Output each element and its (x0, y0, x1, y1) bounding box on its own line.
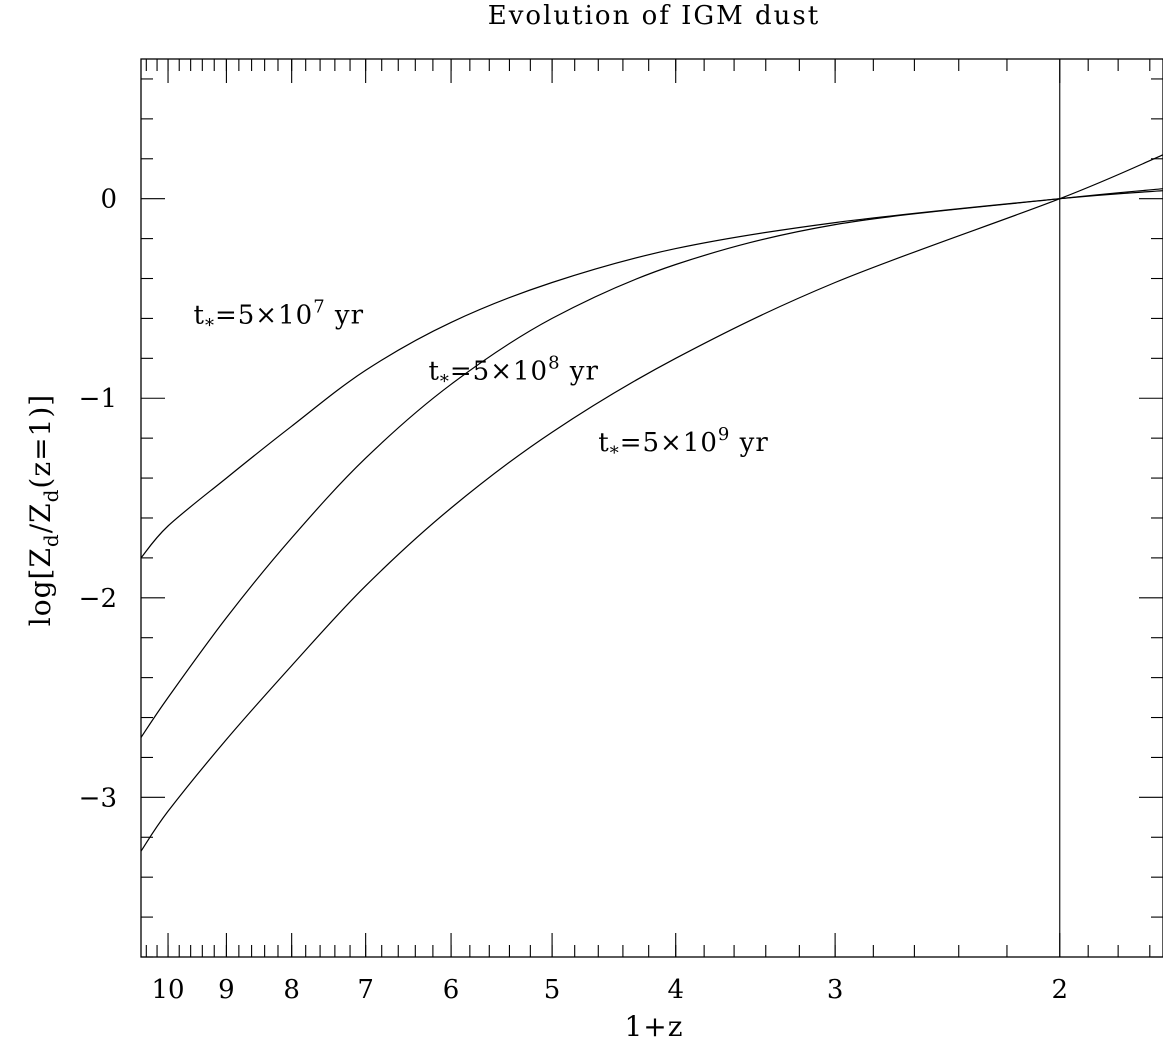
series-annotations: t*=5×107 yr t*=5×108 yrt*=5×109 yr (194, 296, 769, 464)
x-tick-label: 5 (544, 975, 561, 1005)
chart-title: Evolution of IGM dust (488, 1, 820, 31)
y-tick-label: −2 (79, 584, 117, 614)
x-tick-label: 9 (218, 975, 235, 1005)
y-axis-label: log[Zd/Zd(z=1)] (24, 394, 63, 626)
x-tick-label: 4 (667, 975, 684, 1005)
y-axis-label-mid: /Z (24, 502, 57, 533)
plot-frame (140, 58, 1163, 958)
y-axis-label-sub2: d (39, 489, 63, 503)
x-tick-label: 6 (443, 975, 460, 1005)
y-tick-labels: 0 −1 −2 −3 (79, 185, 117, 814)
y-axis-label-tail: (z=1)] (24, 394, 57, 489)
y-axis-label-lead: log[Z (24, 547, 57, 626)
x-tick-label: 7 (357, 975, 374, 1005)
y-axis-label-sub1: d (39, 533, 63, 547)
series-label-2: t*=5×108 yr (428, 352, 598, 392)
x-tick-label: 2 (1051, 975, 1068, 1005)
series-label-1: t*=5×107 yr (194, 296, 365, 336)
axis-ticks (141, 59, 1163, 958)
x-tick-label: 3 (827, 975, 844, 1005)
y-tick-label: −1 (79, 384, 117, 414)
series-line-3 (140, 154, 1163, 852)
series-label-3: t*=5×109 yr (598, 424, 769, 464)
series-line-2 (140, 188, 1163, 738)
x-axis-label: 1+z (624, 1010, 683, 1043)
series-curves (140, 154, 1163, 852)
x-tick-label: 10 (151, 975, 184, 1005)
y-tick-label: 0 (100, 185, 117, 215)
series-line-1 (140, 190, 1163, 559)
x-tick-labels: 10 9 8 7 6 5 4 3 2 (151, 975, 1068, 1005)
y-tick-label: −3 (79, 783, 117, 813)
x-tick-label: 8 (283, 975, 300, 1005)
